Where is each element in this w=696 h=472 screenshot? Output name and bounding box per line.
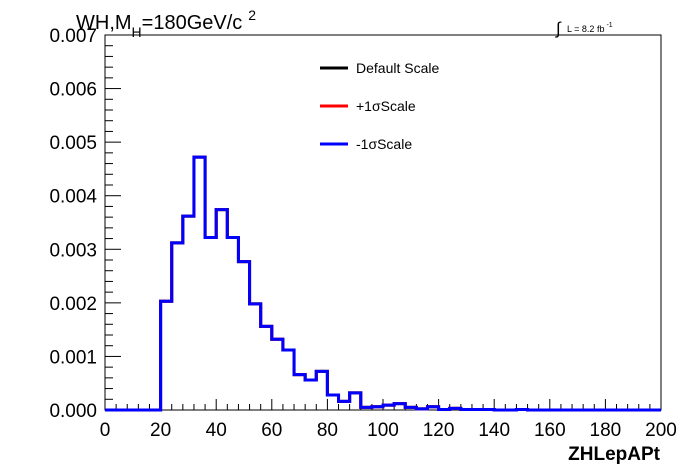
legend-label: Default Scale [356, 60, 439, 76]
title-sub: H [132, 24, 142, 40]
series-line-2 [105, 155, 661, 412]
x-axis-label: ZHLepAPt [568, 444, 661, 465]
y-tick-label: 0.003 [49, 240, 97, 261]
x-tick-label: 160 [534, 420, 566, 441]
x-tick-label: 0 [100, 420, 111, 441]
title-rest: =180GeV/c [142, 12, 243, 34]
lumi-value: L = 8.2 fb [567, 24, 604, 34]
lumi-sup: -1 [606, 22, 612, 29]
y-tick-label: 0.005 [49, 133, 97, 154]
y-tick-label: 0.004 [49, 187, 97, 208]
chart-title: WH,MH=180GeV/c 2 [76, 7, 256, 40]
x-tick-label: 40 [206, 420, 227, 441]
legend-label: -1σScale [356, 136, 412, 152]
legend-label: +1σScale [356, 98, 416, 114]
axes: 0 20 40 60 80 100 120 140 160 180 200 0.000 0.001 0.0… [49, 26, 676, 441]
x-tick-label: 140 [478, 420, 510, 441]
x-tick-label: 20 [150, 420, 171, 441]
x-tick-label: 80 [317, 420, 338, 441]
lumi-integral: ∫ [555, 19, 562, 38]
series-layer [105, 155, 661, 412]
y-tick-label: 0.007 [49, 26, 97, 47]
x-tick-label: 120 [423, 420, 455, 441]
y-tick-label: 0.000 [49, 401, 97, 422]
y-tick-label: 0.001 [49, 347, 97, 368]
x-tick-label: 100 [367, 420, 399, 441]
title-sup: 2 [248, 7, 256, 23]
x-tick-label: 200 [645, 420, 677, 441]
lumi-text: L = 8.2 fb -1 [567, 22, 613, 34]
title-main: WH,M [76, 12, 132, 34]
legend: Default Scale +1σScale -1σScale [320, 60, 439, 152]
y-tick-label: 0.006 [49, 80, 97, 101]
x-tick-label: 180 [590, 420, 622, 441]
y-tick-label: 0.002 [49, 294, 97, 315]
x-tick-label: 60 [261, 420, 282, 441]
